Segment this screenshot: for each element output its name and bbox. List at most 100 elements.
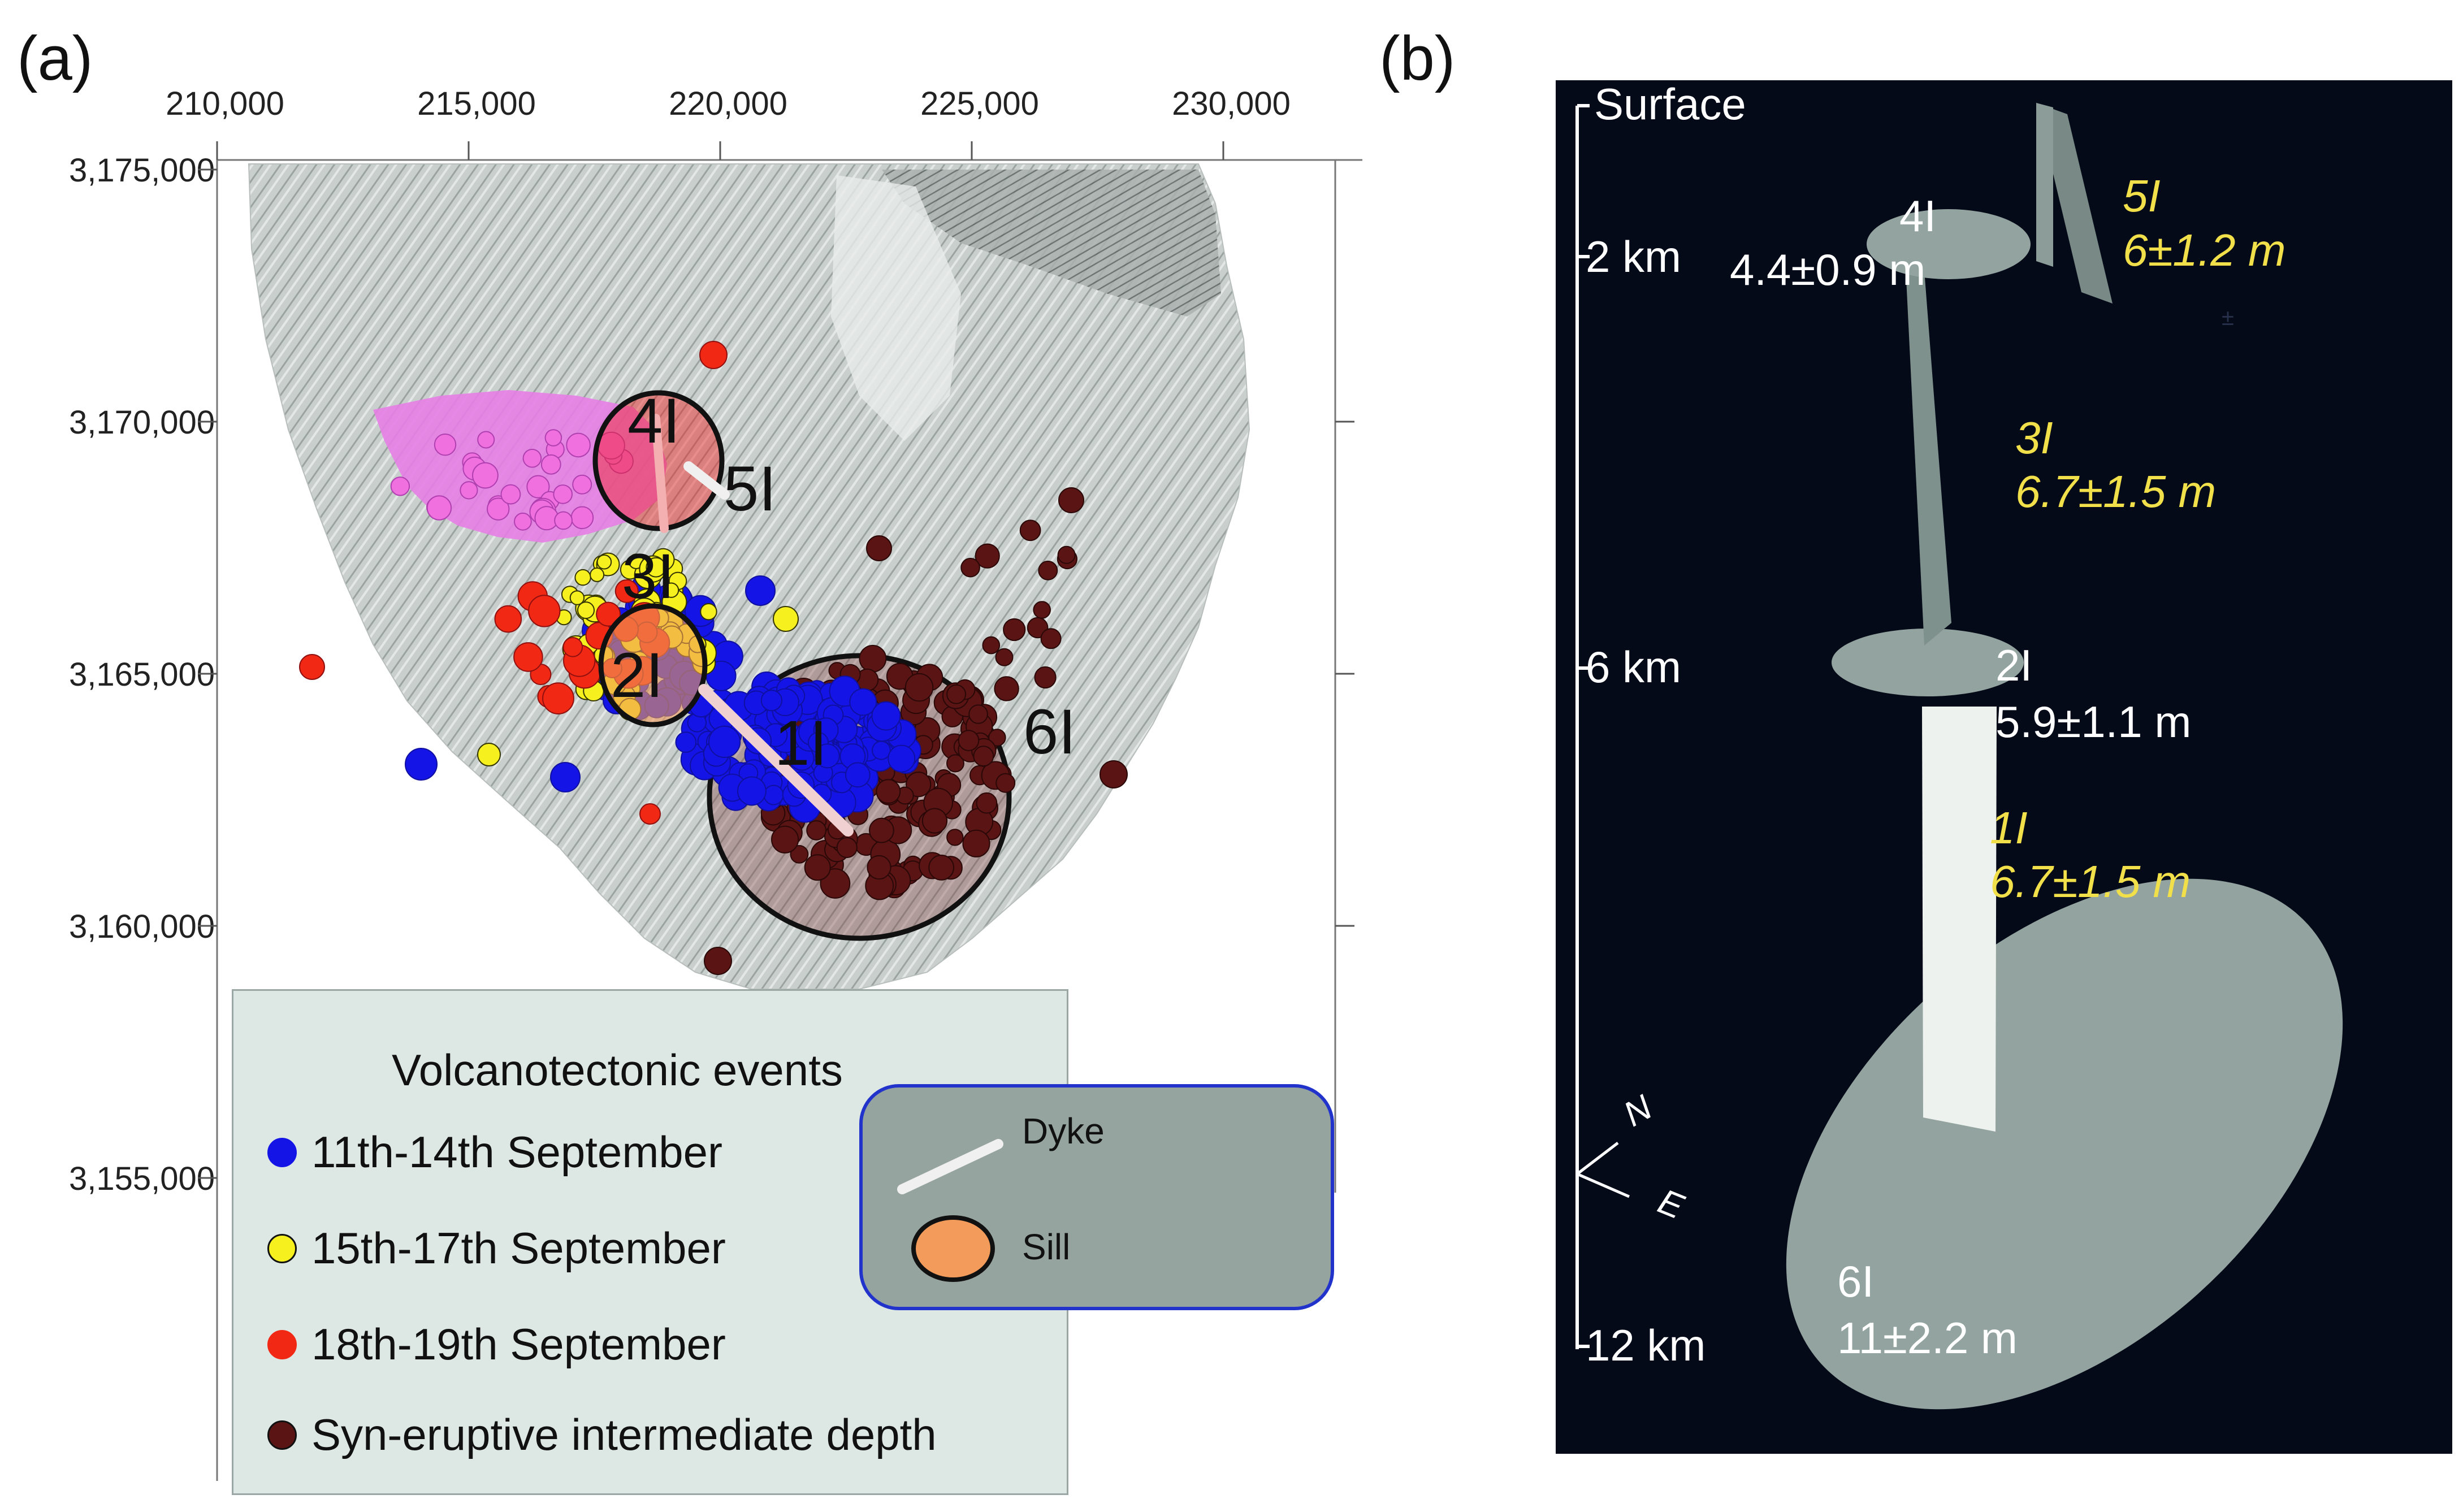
event-dot-brown	[995, 773, 1016, 793]
x-tick-label: 220,000	[669, 85, 787, 122]
source-4i-value: 4.4±0.9 m	[1730, 245, 1926, 294]
event-dot-brown	[946, 754, 964, 773]
source-4i-name: 4I	[1899, 191, 1937, 241]
event-dot-blue	[675, 731, 697, 753]
depth-label-6km: 6 km	[1586, 642, 1682, 692]
legend-label: 18th-19th September	[311, 1319, 726, 1369]
event-dot-brown	[960, 557, 980, 578]
event-dot-brown	[867, 855, 891, 880]
source-1i-value: 6.7±1.5 m	[1990, 856, 2191, 907]
event-dot-red	[299, 654, 325, 680]
dyke-legend-label: Dyke	[1022, 1111, 1105, 1151]
depth-label-2km: 2 km	[1586, 232, 1682, 281]
structure-legend-symbols	[897, 1139, 1003, 1282]
legend-dot-red	[267, 1329, 297, 1359]
event-dot-pink	[566, 432, 591, 458]
event-dot-yellow	[663, 582, 679, 598]
source-label-5i: 5I	[724, 453, 777, 524]
event-dot-red	[699, 341, 728, 369]
source-3i-value: 6.7±1.5 m	[2015, 466, 2217, 517]
event-dot-brown	[869, 817, 894, 843]
event-dot-pink	[460, 481, 478, 500]
event-dot-pink	[553, 484, 573, 504]
model-3d-drawing	[1575, 103, 2343, 1410]
event-dot-blue	[760, 690, 783, 712]
event-dot-pink	[514, 512, 532, 531]
dyke-5i	[683, 461, 730, 500]
event-dot-yellow	[700, 603, 717, 621]
event-dot-brown	[1040, 628, 1062, 649]
x-tick-label: 215,000	[417, 85, 536, 122]
event-dot-brown	[804, 854, 831, 881]
y-tick-label: 3,165,000	[68, 656, 215, 693]
source-2i-value: 5.9±1.1 m	[1995, 697, 2192, 747]
source-label-1i: 1I	[774, 708, 828, 778]
source-3i-name: 3I	[2015, 413, 2053, 463]
depth-label-surface: Surface	[1594, 79, 1746, 129]
event-dot-pink	[540, 454, 561, 475]
event-dot-pink	[477, 431, 495, 449]
event-dot-pink	[390, 476, 410, 496]
event-dot-blue	[745, 575, 776, 606]
event-dot-brown	[976, 792, 998, 814]
structure-legend: Dyke Sill	[859, 1084, 1334, 1310]
event-dot-brown	[820, 868, 851, 899]
event-dot-blue	[845, 762, 871, 788]
event-dot-blue	[550, 762, 581, 792]
source-label-3i: 3I	[622, 541, 675, 612]
legend-label: Syn-eruptive intermediate depth	[311, 1410, 937, 1459]
event-dot-brown	[946, 829, 964, 846]
event-dot-pink	[500, 484, 521, 505]
panel-a-label: (a)	[17, 24, 93, 93]
legend-label: 11th-14th September	[311, 1127, 723, 1177]
dyke-1i-3d	[1922, 707, 1997, 1132]
source-5i-name: 5I	[2123, 171, 2161, 221]
event-dot-yellow	[569, 590, 585, 605]
source-6i-value: 11±2.2 m	[1837, 1313, 2018, 1363]
event-dot-brown	[1038, 560, 1058, 580]
event-dot-pink	[472, 462, 499, 489]
event-dot-brown	[973, 746, 994, 767]
event-dot-brown	[994, 676, 1019, 701]
event-dot-yellow	[773, 606, 799, 632]
source-label-6i: 6I	[1023, 696, 1076, 767]
event-dot-red	[528, 595, 561, 627]
x-tick-label: 225,000	[920, 85, 1039, 122]
event-dot-pink	[487, 497, 510, 521]
event-dot-pink	[554, 511, 573, 530]
legend-item: Syn-eruptive intermediate depth	[267, 1409, 937, 1461]
valley-relief	[831, 175, 961, 441]
event-dot-yellow	[646, 557, 666, 578]
legend-title: Volcanotectonic events	[392, 1045, 843, 1095]
event-dot-brown	[790, 845, 809, 864]
event-dot-red	[614, 579, 639, 603]
event-dot-pink	[572, 474, 592, 495]
event-dot-brown	[995, 648, 1014, 666]
source-6i-name: 6I	[1837, 1257, 1875, 1306]
event-dot-yellow	[596, 554, 612, 570]
source-1i-name: 1I	[1990, 803, 2028, 853]
y-tick-label: 3,170,000	[68, 404, 215, 441]
event-dot-brown	[988, 729, 1006, 747]
event-dot-blue	[849, 688, 877, 716]
event-dot-red	[562, 637, 583, 657]
sill-2i-3d	[1832, 629, 2024, 696]
event-dot-blue	[871, 701, 901, 731]
event-dot-brown	[1003, 618, 1026, 642]
event-dot-red	[513, 642, 543, 672]
event-dot-yellow	[477, 743, 501, 766]
event-dot-brown	[1034, 666, 1057, 689]
map-overlays	[592, 390, 854, 837]
dyke-3i	[651, 414, 669, 533]
event-dot-pink	[434, 434, 457, 456]
legend-label: 15th-17th September	[311, 1223, 726, 1273]
source-2i-name: 2I	[1995, 640, 2033, 690]
event-dot-pink	[544, 429, 562, 447]
event-dot-brown	[866, 535, 892, 561]
event-dot-brown	[1033, 601, 1051, 619]
panel-b-label: (b)	[1379, 24, 1456, 93]
y-tick-label: 3,155,000	[68, 1160, 215, 1197]
sill-4i-3d	[1867, 209, 2031, 279]
dyke-5i-3d	[2036, 103, 2113, 304]
event-dot-brown	[1058, 487, 1084, 513]
